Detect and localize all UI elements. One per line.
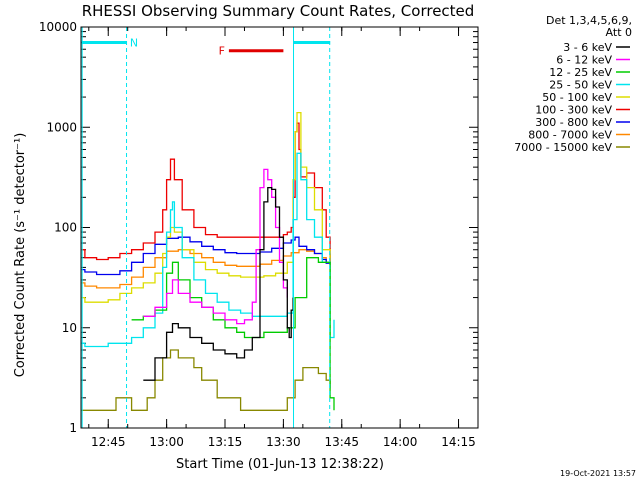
legend-title-line: Att 0 <box>606 26 632 39</box>
footer-date: 19-Oct-2021 13:57 <box>560 469 636 478</box>
x-axis-label: Start Time (01-Jun-13 12:38:22) <box>176 457 384 472</box>
series-line-300to800keV <box>81 236 331 276</box>
y-tick-label: 1 <box>69 421 77 435</box>
legend-label: 50 - 100 keV <box>542 91 612 104</box>
y-axis-label-group: Corrected Count Rate (s⁻¹ detector⁻¹) <box>13 133 28 378</box>
legend-label: 12 - 25 keV <box>549 66 612 79</box>
legend-label: 25 - 50 keV <box>549 79 612 92</box>
plot-frame <box>80 26 479 429</box>
annotations: NF <box>81 27 331 428</box>
x-tick-label: 14:00 <box>383 435 418 449</box>
y-tick-label: 100 <box>54 221 77 235</box>
x-tick-label: 13:15 <box>208 435 243 449</box>
legend-label: 3 - 6 keV <box>563 41 612 54</box>
y-axis-label: Corrected Count Rate (s⁻¹ detector⁻¹) <box>13 133 28 378</box>
legend-label: 300 - 800 keV <box>535 116 612 129</box>
series-line-50to100keV <box>81 111 331 338</box>
series-line-25to50keV <box>81 152 335 348</box>
x-tick-label: 13:30 <box>266 435 301 449</box>
series-line-800to7000keV <box>81 249 331 289</box>
series-line-12to25keV <box>131 257 335 411</box>
x-tick-label: 13:45 <box>324 435 359 449</box>
flag-label: N <box>130 37 138 50</box>
series-line-3to6keV <box>143 186 294 381</box>
flag-label: F <box>219 45 225 58</box>
legend-title-line: Det 1,3,4,5,6,9, <box>546 14 632 27</box>
x-tick-label: 14:15 <box>441 435 476 449</box>
legend-label: 6 - 12 keV <box>556 54 612 67</box>
legend-label: 7000 - 15000 keV <box>514 141 612 154</box>
x-tick-label: 12:45 <box>91 435 126 449</box>
y-tick-label: 1000 <box>46 120 77 134</box>
legend-label: 100 - 300 keV <box>535 104 612 117</box>
x-tick-label: 13:00 <box>149 435 184 449</box>
chart-title: RHESSI Observing Summary Count Rates, Co… <box>82 2 475 20</box>
y-tick-label: 10 <box>62 321 77 335</box>
legend-label: 800 - 7000 keV <box>528 129 612 142</box>
y-tick-label: 10000 <box>39 20 77 34</box>
series-line-7000to15000keV <box>81 349 331 411</box>
series-group <box>81 111 335 411</box>
